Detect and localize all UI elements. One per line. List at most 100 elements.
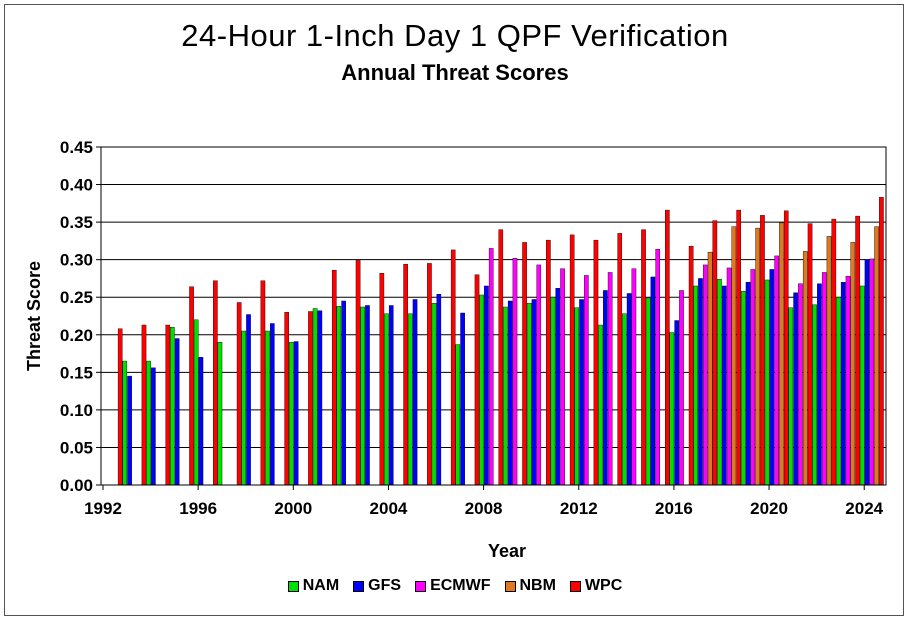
bar-ecmwf-2011 (560, 268, 565, 486)
bar-gfs-2016 (674, 320, 679, 486)
bar-wpc-2010 (546, 239, 551, 486)
bar-wpc-1994 (165, 324, 171, 486)
bar-wpc-1996 (213, 280, 218, 486)
bar-nam-1999 (265, 330, 270, 486)
bar-wpc-2003 (379, 272, 385, 486)
bar-gfs-2017 (698, 278, 703, 486)
bar-gfs-2010 (531, 299, 537, 486)
bar-ecmwf-2018 (726, 267, 732, 486)
x-tick-label: 2012 (560, 499, 598, 518)
legend-item-nam: NAM (287, 577, 340, 595)
bar-ecmwf-2023 (845, 275, 851, 486)
bar-nam-2023 (836, 297, 841, 486)
y-tick-label: 0.05 (60, 438, 93, 457)
bar-nam-2017 (693, 285, 698, 486)
bar-nbm-2023 (850, 242, 856, 486)
bar-gfs-2023 (840, 282, 846, 486)
bar-nbm-2020 (779, 222, 784, 486)
bar-ecmwf-2024 (869, 258, 875, 486)
y-tick-label: 0.00 (60, 476, 93, 495)
bar-gfs-2019 (745, 282, 751, 486)
y-tick-labels: 0.00 0.05 0.10 0.15 0.20 0.25 0.30 0.35 0.40 0.45 (60, 138, 93, 495)
bar-ecmwf-2017 (702, 264, 708, 486)
axes (100, 146, 887, 490)
bar-gfs-1999 (270, 323, 275, 486)
bar-ecmwf-2015 (655, 248, 661, 486)
bar-wpc-2012 (593, 239, 599, 486)
x-tick-label: 2016 (655, 499, 693, 518)
bar-nam-2004 (384, 313, 389, 486)
bar-wpc-1995 (189, 286, 194, 486)
bar-wpc-2021 (807, 223, 813, 486)
bar-gfs-2015 (650, 276, 656, 486)
bar-nam-2008 (479, 294, 484, 486)
y-axis-title: Threat Score (24, 261, 44, 371)
bar-gfs-2014 (626, 293, 632, 486)
legend-item-ecmwf: ECMWF (415, 577, 491, 595)
legend-label: ECMWF (430, 577, 491, 594)
y-tick-label: 0.25 (60, 288, 93, 307)
x-tick-label: 2008 (465, 499, 503, 518)
bar-nam-2024 (859, 285, 865, 486)
y-tick-label: 0.40 (60, 176, 93, 195)
legend-label: GFS (368, 577, 402, 594)
bar-nam-2014 (622, 313, 627, 486)
bar-wpc-1999 (284, 312, 290, 486)
bar-ecmwf-2013 (607, 272, 613, 486)
bar-wpc-1992 (117, 328, 123, 486)
x-tick-labels: 1992 1996 2000 2004 2008 2012 2016 2020 2024 (84, 499, 884, 518)
legend-item-wpc: WPC (569, 577, 622, 595)
bar-ecmwf-2012 (584, 275, 589, 486)
legend-swatch (569, 580, 581, 592)
bar-nam-1993 (122, 360, 128, 486)
bar-nam-1996 (193, 319, 199, 486)
bar-ecmwf-2010 (536, 264, 542, 486)
bar-wpc-2004 (403, 263, 408, 486)
y-tick-label: 0.15 (60, 363, 93, 382)
legend-item-nbm: NBM (504, 577, 556, 595)
bar-nam-2001 (312, 308, 318, 486)
legend-swatch (287, 580, 299, 592)
bar-gfs-2007 (460, 312, 465, 486)
bar-wpc-2018 (736, 209, 741, 486)
bar-ecmwf-2019 (750, 269, 756, 486)
bar-gfs-2011 (555, 288, 561, 486)
bar-nbm-2019 (755, 227, 760, 486)
legend: NAM GFS ECMWF NBM WPC (0, 577, 910, 595)
bar-nam-2016 (669, 332, 675, 486)
bar-wpc-2009 (522, 242, 527, 486)
bar-gfs-2000 (293, 341, 299, 486)
bar-nbm-2022 (826, 236, 832, 486)
bar-wpc-2014 (641, 229, 646, 486)
legend-swatch (353, 580, 365, 592)
legend-item-gfs: GFS (353, 577, 401, 595)
bar-wpc-2023 (855, 215, 860, 486)
bar-nam-2006 (431, 303, 437, 486)
bar-wpc-1993 (141, 324, 147, 486)
bar-ecmwf-2014 (631, 268, 637, 486)
bar-gfs-2021 (793, 292, 798, 486)
bar-nam-1994 (146, 360, 151, 486)
chart-subtitle: Annual Threat Scores (341, 60, 569, 85)
x-tick-label: 2004 (370, 499, 408, 518)
legend-label: NAM (302, 577, 340, 594)
bar-gfs-1994 (151, 367, 156, 486)
bar-ecmwf-2009 (512, 257, 518, 486)
bar-wpc-2013 (617, 233, 623, 486)
x-tick-label: 2000 (274, 499, 312, 518)
bar-gfs-2005 (412, 299, 418, 486)
bar-ecmwf-2022 (821, 272, 827, 486)
bar-nam-2018 (717, 279, 722, 486)
bar-wpc-1998 (260, 280, 266, 486)
bar-nam-2019 (740, 291, 746, 486)
bar-nam-2022 (812, 304, 817, 486)
bar-nbm-2024 (874, 226, 879, 486)
bar-nbm-2017 (707, 251, 713, 486)
bar-wpc-2024 (879, 197, 884, 486)
bar-gfs-1995 (174, 338, 180, 486)
bar-gfs-2008 (484, 285, 489, 486)
bar-nam-2015 (645, 297, 651, 486)
bar-nam-2002 (336, 306, 342, 486)
bar-wpc-2015 (665, 209, 670, 486)
bar-gfs-2001 (317, 310, 323, 486)
